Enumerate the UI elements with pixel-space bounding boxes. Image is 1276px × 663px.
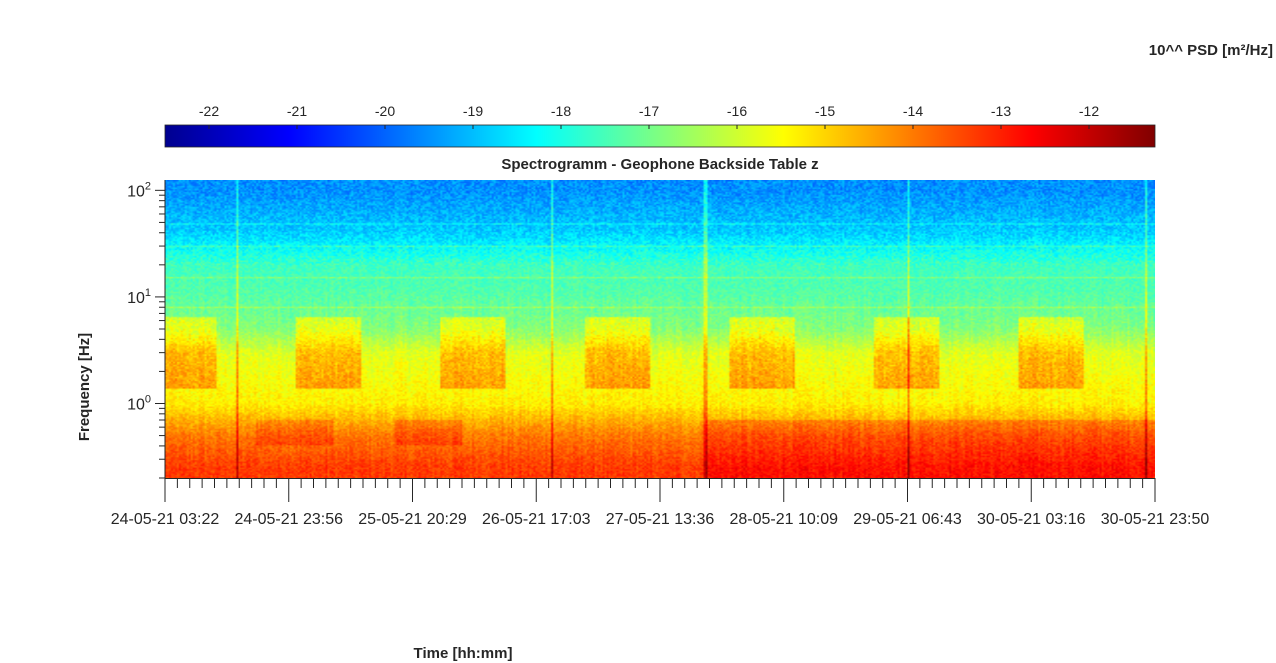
y-tick-label: 102 (127, 180, 151, 200)
colorbar-tick-label: -22 (199, 103, 219, 119)
colorbar-tick-label: -16 (727, 103, 747, 119)
x-tick-label: 28-05-21 10:09 (729, 511, 838, 528)
x-tick-date: 27-05-21 (606, 511, 670, 528)
colorbar-gradient (164, 124, 1156, 148)
colorbar-ticks: -22 -21 -20 -19 -18 -17 -16 -15 -14 -13 -12 (199, 103, 1099, 129)
y-tick-exponent: 1 (145, 287, 151, 299)
y-tick-base: 10 (127, 397, 145, 414)
x-tick-date: 24-05-21 (111, 511, 175, 528)
y-tick-exponent: 2 (145, 180, 151, 192)
colorbar-tick-label: -20 (375, 103, 395, 119)
x-tick-date: 29-05-21 (853, 511, 917, 528)
x-tick-date: 25-05-21 (358, 511, 422, 528)
x-tick-label: 25-05-21 20:29 (358, 511, 467, 528)
colorbar-tick-label: -19 (463, 103, 483, 119)
y-axis-label: Frequency [Hz] (76, 333, 93, 441)
x-tick-date: 28-05-21 (729, 511, 793, 528)
y-tick-label: 101 (127, 287, 151, 307)
y-tick-exponent: 0 (145, 394, 151, 406)
x-axis-label: Time [hh:mm] (414, 645, 513, 662)
colorbar: -22 -21 -20 -19 -18 -17 -16 -15 -14 -13 -12 10^^ P… (164, 42, 1273, 148)
x-tick-label: 29-05-21 06:43 (853, 511, 962, 528)
colorbar-tick-label: -21 (287, 103, 307, 119)
colorbar-tick-label: -13 (991, 103, 1011, 119)
x-tick-label: 24-05-21 23:56 (234, 511, 343, 528)
colorbar-label: 10^^ PSD [m²/Hz] (1149, 42, 1273, 59)
x-tick-time: 23:56 (303, 511, 343, 528)
colorbar-tick-label: -14 (903, 103, 923, 119)
colorbar-tick-label: -17 (639, 103, 659, 119)
x-tick-date: 30-05-21 (977, 511, 1041, 528)
colorbar-tick-label: -15 (815, 103, 835, 119)
x-tick-date: 26-05-21 (482, 511, 546, 528)
y-tick-label: 100 (127, 394, 151, 414)
colorbar-tick-label: -18 (551, 103, 571, 119)
x-tick-time: 10:09 (798, 511, 838, 528)
x-tick-label: 30-05-21 03:16 (977, 511, 1086, 528)
x-tick-time: 17:03 (550, 511, 590, 528)
x-tick-label: 26-05-21 17:03 (482, 511, 591, 528)
x-tick-time: 03:16 (1045, 511, 1085, 528)
x-tick-label: 30-05-21 23:50 (1101, 511, 1210, 528)
colorbar-tick-label: -12 (1079, 103, 1099, 119)
x-tick-label: 27-05-21 13:36 (606, 511, 715, 528)
x-tick-time: 13:36 (674, 511, 714, 528)
y-tick-base: 10 (127, 183, 145, 200)
x-tick-date: 24-05-21 (234, 511, 298, 528)
spectrogram-heatmap (165, 180, 1155, 478)
x-tick-label: 24-05-21 03:22 (111, 511, 220, 528)
x-tick-time: 03:22 (179, 511, 219, 528)
x-tick-date: 30-05-21 (1101, 511, 1165, 528)
chart-title: Spectrogramm - Geophone Backside Table z (501, 156, 818, 173)
y-tick-base: 10 (127, 290, 145, 307)
x-tick-time: 20:29 (427, 511, 467, 528)
x-tick-time: 06:43 (922, 511, 962, 528)
x-tick-time: 23:50 (1169, 511, 1209, 528)
x-axis: 24-05-21 03:22 24-05-21 23:56 25-05-21 20:… (111, 478, 1210, 528)
